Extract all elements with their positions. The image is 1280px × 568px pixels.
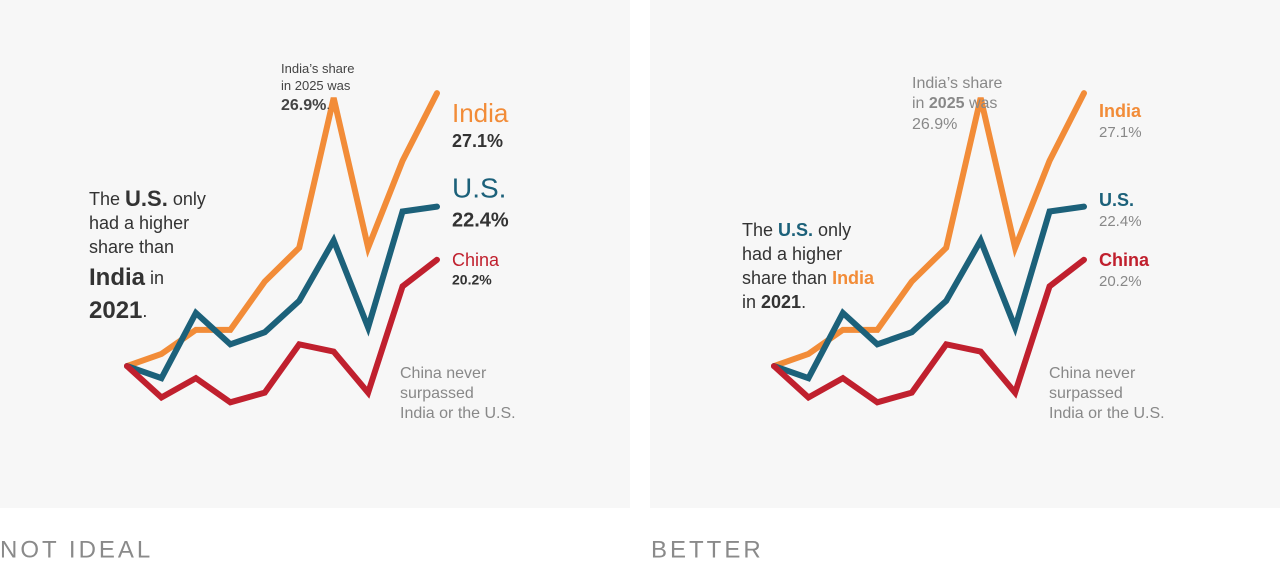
annotation-run: in 2025 was (281, 78, 351, 93)
annotation: had a higher (89, 213, 189, 233)
annotation-run: India or the U.S. (1049, 405, 1165, 422)
annotation-run: China never (400, 365, 487, 382)
annotation: in 2025 was (281, 78, 351, 93)
series-label: China (1099, 250, 1150, 270)
annotation-run: . (142, 301, 147, 321)
annotation: surpassed (400, 385, 474, 402)
series-line (771, 203, 1087, 382)
series-line (771, 256, 1087, 406)
annotation: The U.S. only (89, 186, 206, 211)
value-label: 22.4% (452, 209, 509, 231)
annotation: in 2021. (742, 292, 806, 312)
annotation-run: only (813, 220, 851, 240)
annotation: share than (89, 237, 174, 257)
annotation: India’s share (912, 75, 1003, 92)
annotation: share than India (742, 268, 875, 288)
value-label: 20.2% (452, 272, 492, 288)
annotation-run: India (832, 268, 875, 288)
annotation: 26.9%. (281, 97, 330, 114)
annotation-run: 2021 (761, 292, 801, 312)
series-label: U.S. (1099, 190, 1134, 210)
chart: India 27.1% U.S. 22.4% China 20.2% India’s sha… (89, 61, 516, 422)
annotation-run: China never (1049, 365, 1136, 382)
series-label: U.S. (452, 172, 506, 203)
annotation-run: was (965, 95, 998, 112)
panel-background (0, 0, 630, 508)
value-label: 22.4% (1099, 213, 1142, 230)
annotation: India or the U.S. (400, 405, 516, 422)
annotation-run: India or the U.S. (400, 405, 516, 422)
series-label: India (452, 98, 509, 128)
annotation-run: . (326, 97, 330, 112)
annotation: China never (400, 365, 487, 382)
annotation-run: The (742, 220, 778, 240)
series-label: India (1099, 101, 1142, 121)
annotation-run: in (742, 292, 761, 312)
annotation-run: share than (742, 268, 832, 288)
annotation-run: The (89, 189, 125, 209)
panel-caption: NOT IDEAL (0, 536, 153, 563)
value-label: 27.1% (452, 131, 503, 151)
annotation: 26.9% (912, 116, 957, 133)
series-line (124, 203, 440, 382)
annotation: India or the U.S. (1049, 405, 1165, 422)
annotation-run: 26.9% (912, 116, 957, 133)
annotation-run: India’s share (281, 61, 354, 76)
annotation: India’s share (281, 61, 354, 76)
annotation: 2021. (89, 297, 147, 324)
annotation-run: India (89, 264, 146, 291)
annotation: The U.S. only (742, 220, 851, 240)
annotation-run: surpassed (1049, 385, 1123, 402)
panel-background (650, 0, 1280, 508)
annotation-run: had a higher (89, 213, 189, 233)
series-line (124, 256, 440, 406)
annotation: China never (1049, 365, 1136, 382)
annotation: surpassed (1049, 385, 1123, 402)
annotation-run: India’s share (912, 75, 1003, 92)
annotation: had a higher (742, 244, 842, 264)
chart: India 27.1% U.S. 22.4% China 20.2% India’s sha… (742, 75, 1165, 422)
annotation-run: only (168, 189, 206, 209)
annotation-run: . (801, 292, 806, 312)
annotation-run: in (912, 95, 929, 112)
annotation: India in (89, 264, 164, 291)
value-label: 20.2% (1099, 273, 1142, 290)
annotation-run: 2025 (929, 95, 965, 112)
annotation-run: U.S. (125, 186, 168, 211)
annotation-run: 26.9% (281, 97, 326, 114)
annotation-run: U.S. (778, 220, 813, 240)
annotation-run: share than (89, 237, 174, 257)
annotation-run: surpassed (400, 385, 474, 402)
annotation-run: 2021 (89, 297, 142, 324)
annotation-run: had a higher (742, 244, 842, 264)
annotation-run: in (145, 268, 164, 288)
panel-caption: BETTER (651, 536, 764, 563)
annotation: in 2025 was (912, 95, 997, 112)
value-label: 27.1% (1099, 124, 1142, 141)
series-label: China (452, 250, 500, 270)
